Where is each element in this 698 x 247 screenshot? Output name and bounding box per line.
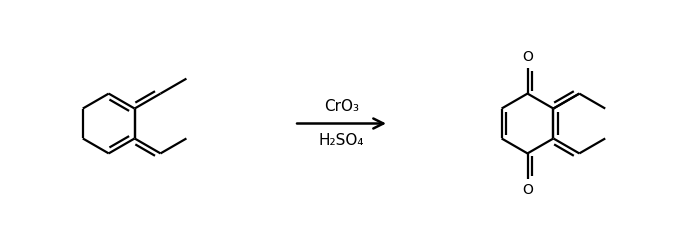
Text: O: O <box>522 50 533 64</box>
Text: CrO₃: CrO₃ <box>324 99 359 114</box>
Text: H₂SO₄: H₂SO₄ <box>319 133 364 148</box>
Text: O: O <box>522 183 533 197</box>
